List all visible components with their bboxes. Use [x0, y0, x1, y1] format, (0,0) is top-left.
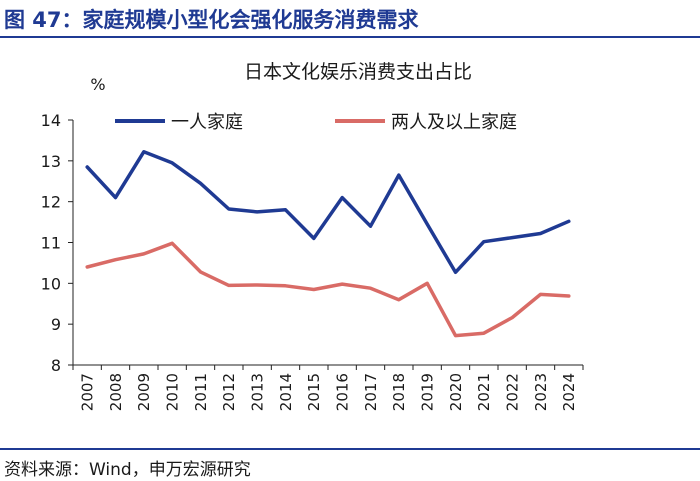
y-tick-label: 12: [41, 193, 61, 212]
figure-title: 图 47：家庭规模小型化会强化服务消费需求: [4, 8, 419, 32]
header-rule: [0, 36, 700, 38]
y-axis-unit-label: %: [90, 75, 105, 94]
source-note: 资料来源：Wind，申万宏源研究: [4, 460, 251, 480]
legend: 一人家庭 两人及以上家庭: [115, 112, 517, 133]
chart-title: 日本文化娱乐消费支出占比: [244, 61, 472, 83]
figure-header: 图 47：家庭规模小型化会强化服务消费需求: [0, 0, 700, 36]
footer-rule: [0, 448, 700, 450]
line-chart: 日本文化娱乐消费支出占比 % 一人家庭 两人及以上家庭 8 9 10 11 12 13 14 2…: [41, 61, 584, 411]
x-tick-label: 2017: [362, 373, 380, 411]
x-tick-label: 2013: [248, 373, 266, 411]
legend-label: 两人及以上家庭: [391, 112, 517, 133]
x-tick-label: 2007: [78, 373, 96, 411]
x-tick-label: 2012: [220, 373, 238, 411]
y-tick-label: 14: [41, 111, 61, 130]
x-tick-label: 2018: [390, 373, 408, 411]
legend-item-2: 两人及以上家庭: [335, 112, 517, 133]
series-line: [85, 150, 571, 275]
x-tick-label: 2021: [475, 373, 493, 411]
x-tick-label: 2011: [192, 373, 210, 411]
y-tick-label: 9: [51, 315, 61, 334]
x-tick-label: 2015: [305, 373, 323, 411]
y-tick-label: 11: [41, 234, 61, 253]
x-tick-label: 2010: [163, 373, 181, 411]
x-tick-label: 2022: [503, 373, 521, 411]
legend-item-1: 一人家庭: [115, 112, 243, 133]
legend-label: 一人家庭: [171, 112, 243, 133]
series-1: [85, 150, 571, 275]
axes: 8 9 10 11 12 13 14 2007 2008 2009 2010 2011 2012 2013…: [41, 111, 584, 411]
x-tick-label: 2008: [107, 373, 125, 411]
series-line: [85, 241, 571, 338]
series-2: [85, 241, 571, 338]
y-tick-label: 10: [41, 274, 61, 293]
x-tick-label: 2020: [447, 373, 465, 411]
y-tick-label: 8: [51, 356, 61, 375]
x-tick-label: 2016: [333, 373, 351, 411]
x-tick-label: 2024: [560, 373, 578, 411]
x-tick-label: 2009: [135, 373, 153, 411]
x-tick-label: 2023: [532, 373, 550, 411]
series-layer: [85, 150, 571, 338]
x-tick-label: 2014: [277, 373, 295, 411]
x-tick-label: 2019: [418, 373, 436, 411]
y-tick-label: 13: [41, 152, 61, 171]
